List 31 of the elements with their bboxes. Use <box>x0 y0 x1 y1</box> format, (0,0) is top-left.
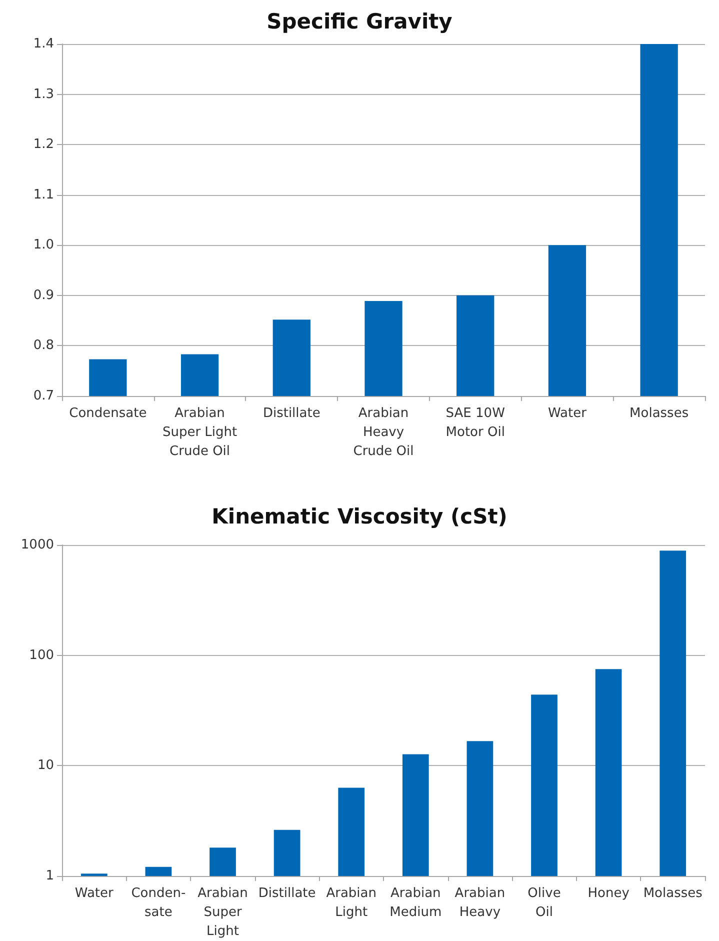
y-tick-label: 1.1 <box>33 187 54 202</box>
x-tick-label: Conden- sate <box>131 886 186 920</box>
x-tick-label: Arabian Light <box>326 886 376 920</box>
x-tick-label: SAE 10W Motor Oil <box>446 406 506 440</box>
y-tick-label: 0.9 <box>33 288 54 303</box>
chart-title: Specific Gravity <box>266 10 453 34</box>
x-tick-label: Distillate <box>258 886 316 901</box>
x-tick-label: Arabian Heavy <box>454 886 506 920</box>
y-tick-label: 1.2 <box>33 137 54 152</box>
x-tick-label: Water <box>74 886 114 901</box>
x-tick-label: Olive Oil <box>528 886 561 920</box>
x-tick-label: Arabian Heavy Crude Oil <box>353 406 414 459</box>
chart-title: Kinematic Viscosity (cSt) <box>212 504 508 528</box>
x-tick-label: Arabian Super Light <box>198 886 248 939</box>
x-tick-label: Molasses <box>630 406 689 421</box>
x-tick-label: Water <box>548 406 588 421</box>
y-tick-label: 1.4 <box>33 36 54 52</box>
y-tick-label: 1.3 <box>33 86 54 102</box>
y-tick-label: 10 <box>37 758 54 774</box>
y-tick-label: 0.8 <box>33 338 54 354</box>
y-tick-label: 1000 <box>20 538 54 552</box>
x-tick-label: Molasses <box>643 886 703 901</box>
y-tick-label: 1 <box>46 868 54 884</box>
y-tick-label: 100 <box>29 648 54 663</box>
x-tick-label: Arabian Super Light Crude Oil <box>162 406 238 459</box>
y-tick-label: 0.7 <box>33 388 54 404</box>
y-tick-label: 1.0 <box>33 238 54 253</box>
x-tick-label: Condensate <box>69 406 147 421</box>
x-tick-label: Distillate <box>262 406 320 421</box>
x-tick-label: Honey <box>588 886 630 901</box>
x-tick-label: Arabian Medium <box>390 886 442 920</box>
